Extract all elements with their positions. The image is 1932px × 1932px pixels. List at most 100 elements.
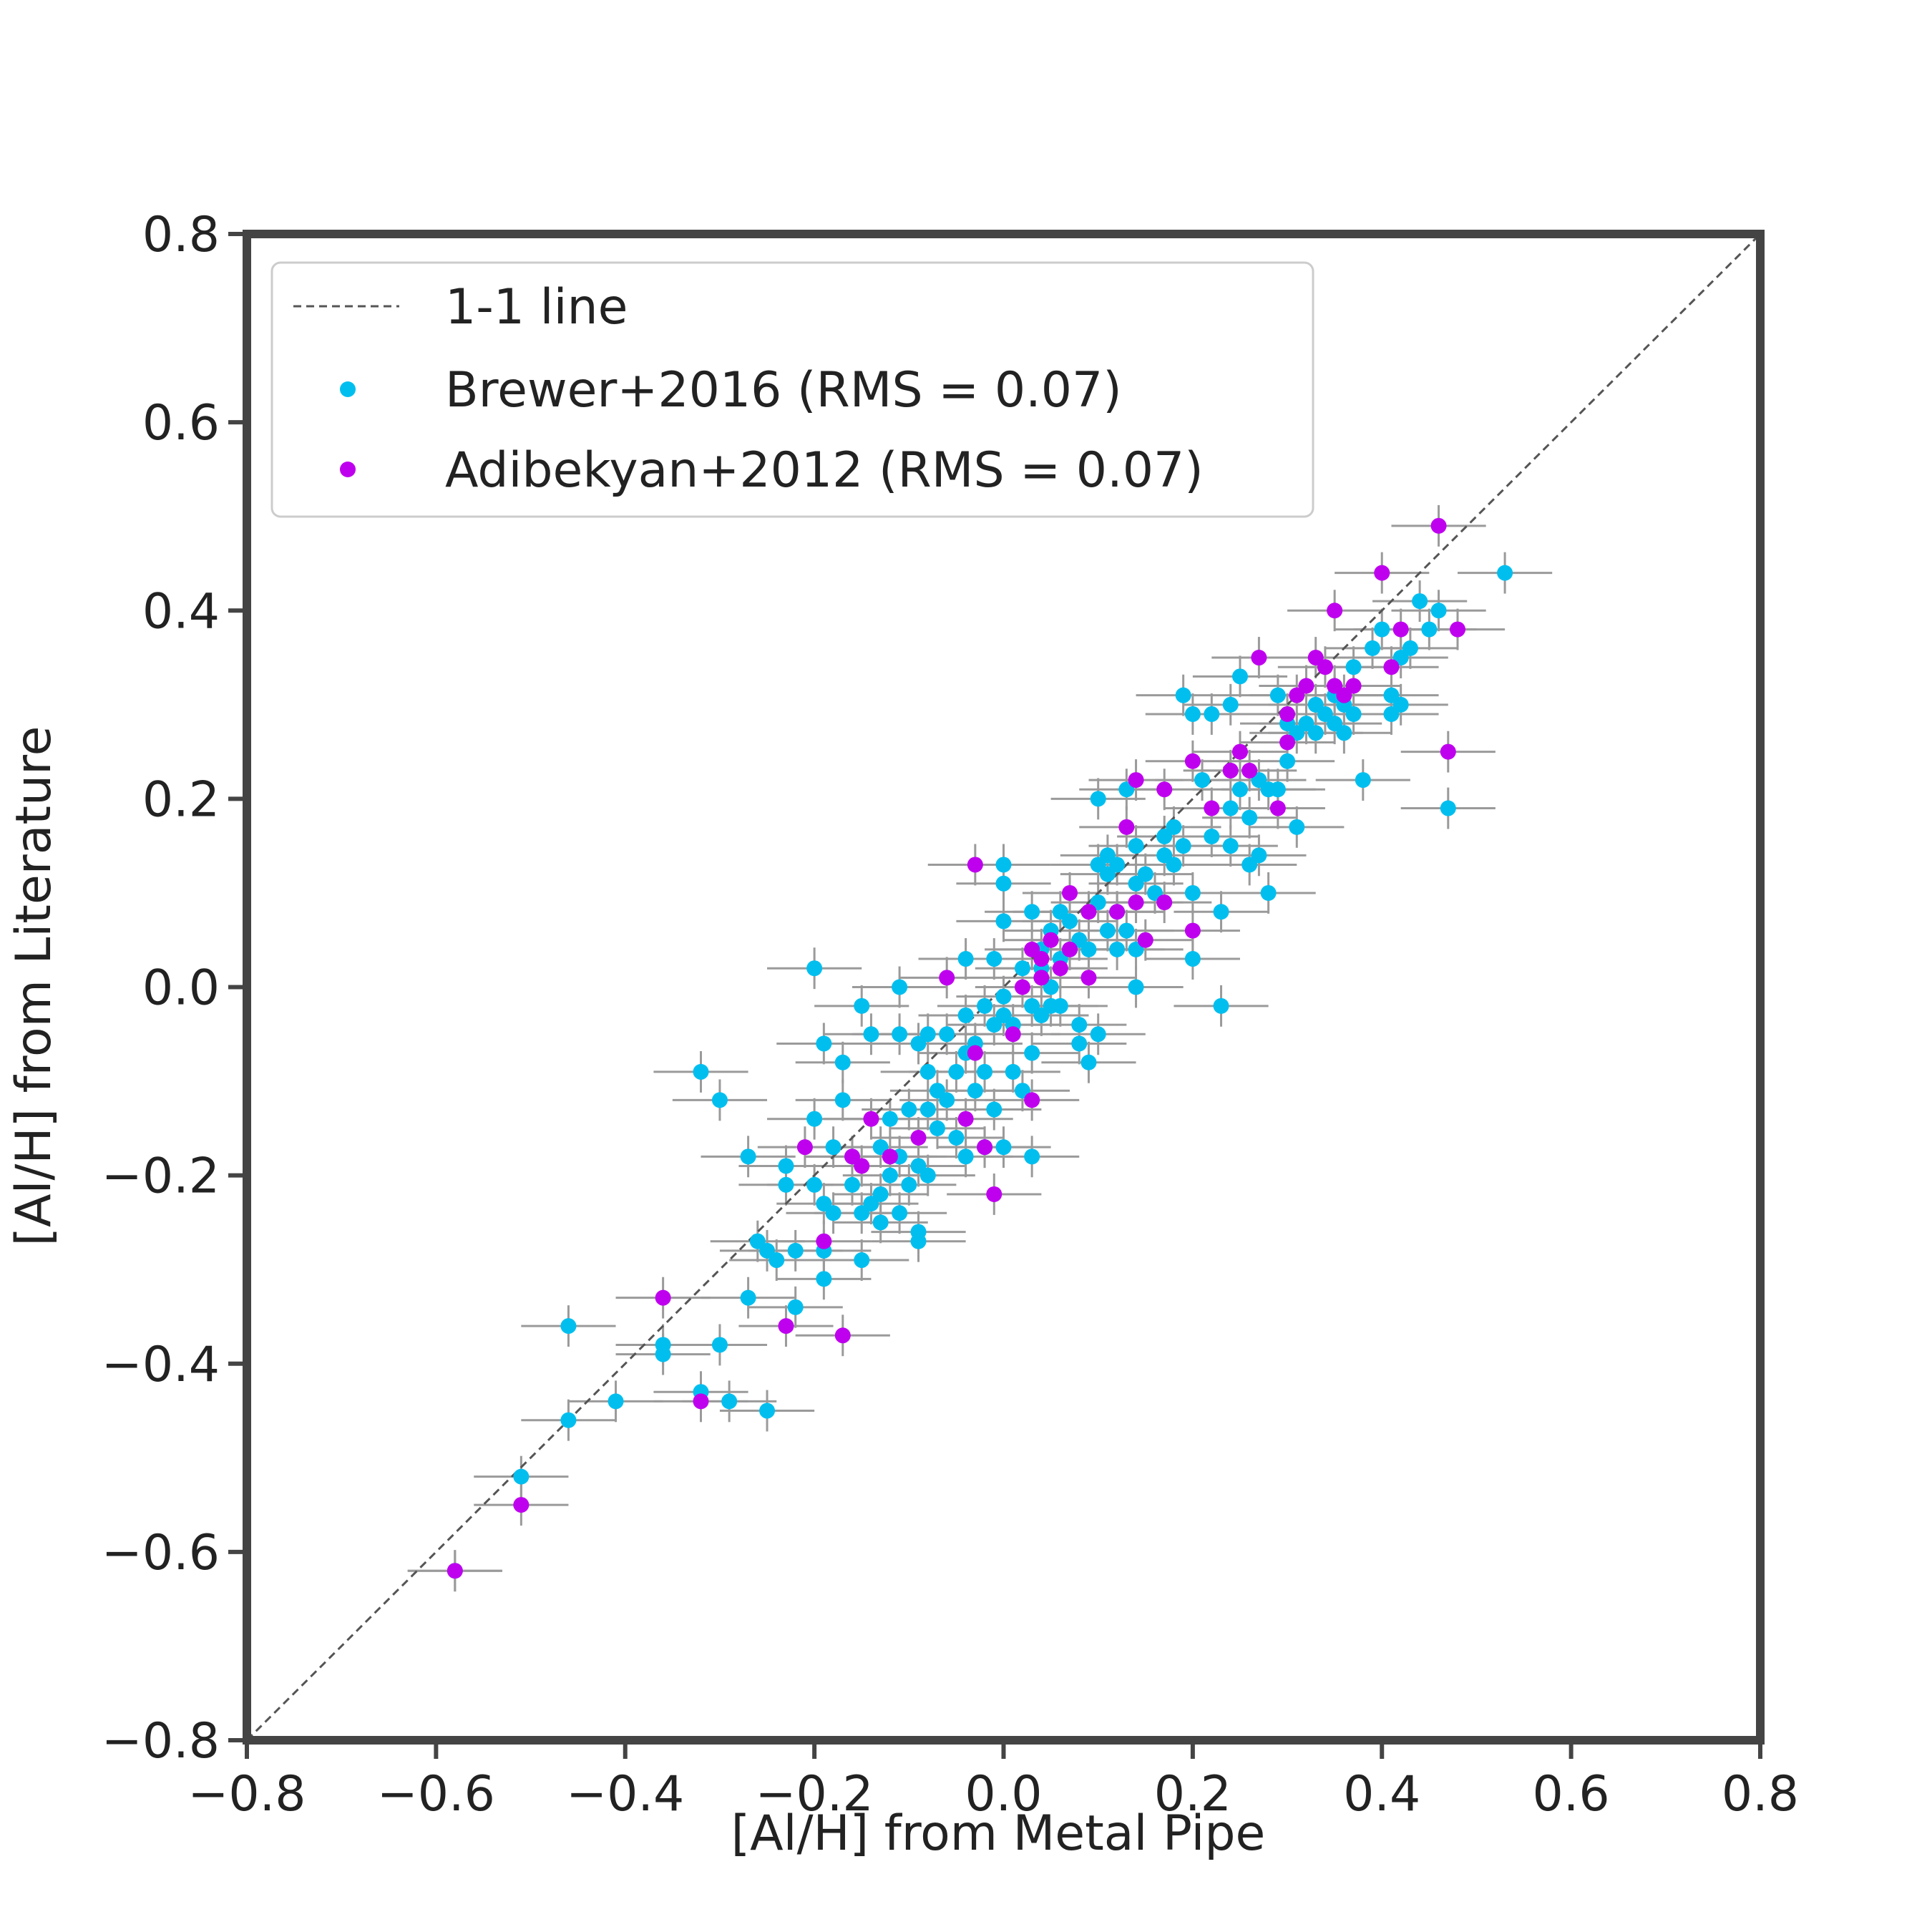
adibekyan-point: [1184, 922, 1201, 939]
brewer-point: [1118, 922, 1135, 939]
adibekyan-point: [854, 1158, 870, 1174]
brewer-point: [1024, 1045, 1040, 1061]
x-axis-ticks: −0.8 −0.6 −0.4 −0.2 0.0 0.2 0.4 0.6 0.8: [187, 1740, 1799, 1823]
brewer-point: [1175, 687, 1191, 703]
legend-marker-brewer: [340, 381, 356, 397]
adibekyan-point: [1184, 753, 1201, 769]
y-tick-label: 0.4: [142, 583, 220, 640]
adibekyan-point: [1062, 941, 1078, 957]
legend-entry-brewer: Brewer+2016 (RMS = 0.07): [445, 362, 1122, 419]
adibekyan-point: [1317, 659, 1333, 675]
brewer-point: [854, 997, 870, 1014]
one-to-one-line: [245, 233, 1762, 1742]
brewer-point: [892, 979, 908, 995]
brewer-point: [948, 1130, 965, 1146]
brewer-point: [1421, 621, 1438, 638]
adibekyan-point: [1279, 734, 1296, 751]
brewer-point: [986, 1101, 1002, 1118]
adibekyan-point: [834, 1327, 851, 1344]
brewer-point: [919, 1101, 936, 1118]
brewer-point: [1222, 838, 1239, 854]
brewer-point: [872, 1214, 889, 1231]
adibekyan-point: [1080, 904, 1097, 920]
brewer-point: [608, 1393, 624, 1410]
brewer-point: [787, 1299, 804, 1315]
brewer-point: [1213, 997, 1229, 1014]
brewer-point: [806, 960, 823, 977]
adibekyan-point: [1222, 762, 1239, 779]
x-tick-label: 0.4: [1343, 1766, 1420, 1823]
adibekyan-point: [796, 1139, 813, 1156]
brewer-point: [816, 1035, 832, 1052]
adibekyan-point: [816, 1233, 832, 1249]
brewer-point: [929, 1120, 945, 1136]
adibekyan-point: [1033, 970, 1050, 986]
adibekyan-point: [1156, 894, 1173, 911]
adibekyan-point: [1298, 678, 1314, 694]
brewer-point: [1269, 781, 1286, 798]
adibekyan-point: [1014, 979, 1030, 995]
brewer-point: [1024, 904, 1040, 920]
brewer-point: [1355, 772, 1371, 789]
brewer-point: [1184, 706, 1201, 722]
brewer-point: [759, 1402, 776, 1419]
adibekyan-point: [1109, 904, 1126, 920]
legend-box: [270, 261, 1314, 518]
brewer-point: [977, 1063, 993, 1080]
brewer-point: [1184, 951, 1201, 967]
brewer-point: [995, 857, 1012, 873]
brewer-point: [1251, 847, 1267, 864]
x-tick-label: −0.6: [377, 1766, 495, 1823]
brewer-point: [892, 1026, 908, 1043]
brewer-point: [1080, 941, 1097, 957]
adibekyan-point: [513, 1497, 530, 1513]
adibekyan-point: [655, 1289, 671, 1306]
brewer-point: [1231, 668, 1248, 685]
y-tick-label: −0.4: [102, 1337, 220, 1393]
adibekyan-point: [1327, 602, 1343, 619]
brewer-point: [1440, 800, 1456, 816]
brewer-point: [1090, 791, 1106, 807]
y-tick-label: −0.2: [102, 1148, 220, 1205]
brewer-point: [1392, 696, 1409, 713]
brewer-point: [919, 1063, 936, 1080]
adibekyan-point: [1033, 951, 1050, 967]
brewer-point: [834, 1092, 851, 1108]
brewer-point: [1430, 602, 1447, 619]
x-axis-label: [Al/H] from Metal Pipe: [731, 1805, 1266, 1862]
brewer-point: [844, 1176, 860, 1193]
brewer-point: [919, 1167, 936, 1184]
adibekyan-point: [1204, 800, 1220, 816]
brewer-point: [1166, 857, 1182, 873]
brewer-point: [721, 1393, 738, 1410]
brewer-point: [1014, 960, 1030, 977]
brewer-point: [1024, 1148, 1040, 1165]
x-tick-label: 0.0: [965, 1766, 1042, 1823]
brewer-point: [1080, 1054, 1097, 1070]
brewer-point: [1090, 1026, 1106, 1043]
brewer-point: [1062, 913, 1078, 930]
brewer-point: [939, 1092, 955, 1108]
adibekyan-point: [1345, 678, 1362, 694]
x-tick-label: 0.6: [1533, 1766, 1610, 1823]
adibekyan-point: [447, 1563, 463, 1579]
adibekyan-point: [1430, 517, 1447, 534]
adibekyan-point: [1279, 706, 1296, 722]
y-tick-label: 0.2: [142, 771, 220, 828]
y-axis-ticks: −0.8 −0.6 −0.4 −0.2 0.0 0.2 0.4 0.6 0.8: [102, 207, 247, 1770]
brewer-point: [1204, 706, 1220, 722]
adibekyan-point: [1024, 1092, 1040, 1108]
brewer-point: [1184, 884, 1201, 901]
x-tick-label: −0.8: [187, 1766, 306, 1823]
brewer-point: [957, 951, 974, 967]
brewer-point: [948, 1063, 965, 1080]
brewer-point: [769, 1252, 785, 1269]
brewer-point: [1204, 829, 1220, 844]
brewer-point: [1307, 725, 1324, 741]
brewer-point: [513, 1468, 530, 1485]
brewer-point: [939, 1026, 955, 1043]
brewer-point: [655, 1346, 671, 1362]
adibekyan-point: [1383, 659, 1400, 675]
y-tick-label: −0.8: [102, 1713, 220, 1770]
